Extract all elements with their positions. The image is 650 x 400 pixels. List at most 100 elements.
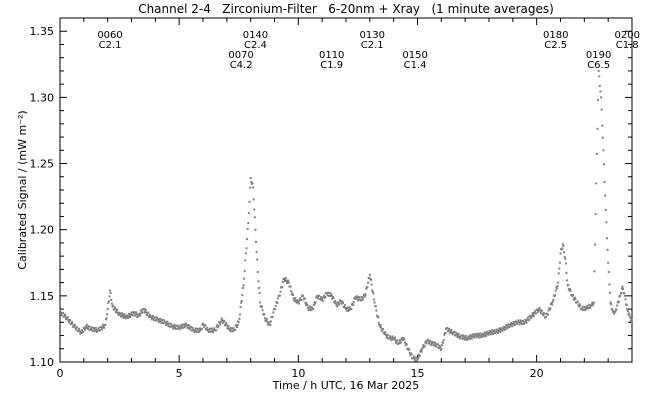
data-point — [545, 316, 548, 319]
data-point — [564, 257, 567, 260]
data-point-interp — [151, 316, 154, 319]
data-point-interp — [603, 180, 606, 183]
data-point-interp — [564, 262, 567, 265]
data-point-interp — [470, 335, 473, 338]
data-point-interp — [400, 338, 403, 341]
data-point-interp — [103, 326, 106, 329]
data-point-interp — [218, 321, 221, 324]
x-axis-label: Time / h UTC, 16 Mar 2025 — [272, 379, 420, 392]
data-point-interp — [293, 299, 296, 302]
data-point-interp — [356, 296, 359, 299]
data-point-interp — [536, 310, 539, 313]
data-point-interp — [347, 308, 350, 311]
data-point-interp — [305, 303, 308, 306]
data-point-interp — [373, 298, 375, 301]
data-point-interp — [290, 290, 293, 293]
data-point-interp — [626, 309, 629, 312]
data-point-interp — [307, 308, 310, 311]
data-point-interp — [212, 331, 215, 334]
data-point-interp — [229, 329, 232, 332]
data-point-interp — [584, 308, 587, 311]
annotation-flare-id: 0110 — [319, 50, 344, 61]
data-point-interp — [204, 324, 207, 327]
data-point-interp — [84, 328, 87, 331]
data-point-interp — [291, 292, 294, 295]
data-point-interp — [176, 327, 179, 330]
data-point-interp — [413, 358, 416, 361]
flare-annotations: 0060C2.10140C2.40130C2.10180C2.50200C1.8… — [97, 30, 640, 71]
data-point-interp — [245, 247, 248, 250]
data-point — [509, 323, 512, 326]
data-point-interp — [239, 305, 242, 308]
data-point-interp — [433, 344, 436, 347]
data-point — [459, 335, 462, 338]
data-point-interp — [110, 299, 113, 302]
data-point-interp — [196, 330, 199, 333]
data-point-interp — [323, 296, 326, 299]
data-point-interp — [107, 301, 110, 304]
data-point-interp — [298, 299, 301, 302]
data-point-interp — [191, 326, 194, 329]
data-point-interp — [268, 321, 271, 324]
data-point-interp — [294, 297, 297, 300]
data-point-interp — [576, 300, 579, 303]
data-point — [421, 347, 424, 350]
data-point-interp — [557, 272, 560, 275]
data-point — [330, 294, 333, 297]
data-point-interp — [460, 334, 463, 337]
data-point — [523, 321, 526, 324]
data-point-interp — [151, 314, 154, 317]
data-point-interp — [152, 317, 155, 320]
data-point — [604, 208, 607, 211]
data-point-interp — [415, 359, 418, 362]
data-point-interp — [129, 316, 132, 319]
data-point-interp — [541, 313, 544, 316]
data-point-interp — [269, 323, 272, 326]
data-point-interp — [241, 294, 244, 297]
data-point-interp — [538, 306, 541, 309]
data-point-interp — [417, 353, 420, 356]
data-point-interp — [114, 308, 117, 311]
data-point-interp — [113, 306, 116, 309]
data-point-interp — [123, 316, 126, 319]
data-point-interp — [278, 294, 281, 297]
data-point-interp — [190, 326, 193, 329]
annotation-flare-class: C2.5 — [544, 40, 567, 51]
data-point-interp — [496, 329, 499, 332]
data-point-interp — [566, 279, 569, 282]
data-point-interp — [263, 313, 266, 316]
data-point — [89, 327, 92, 330]
data-point-interp — [605, 221, 608, 224]
data-point-interp — [508, 325, 511, 328]
data-point-interp — [249, 186, 252, 189]
data-point-interp — [100, 326, 103, 329]
data-point — [66, 317, 69, 320]
data-point-interp — [611, 308, 614, 311]
data-point-interp — [253, 208, 256, 211]
data-point-interp — [78, 327, 81, 330]
data-point-interp — [95, 328, 98, 331]
data-point-interp — [243, 277, 246, 280]
data-point-interp — [184, 322, 187, 325]
data-point-interp — [492, 330, 495, 333]
data-point-interp — [284, 277, 287, 280]
data-point-interp — [66, 316, 69, 319]
data-point-interp — [157, 318, 160, 321]
data-point-interp — [269, 320, 272, 323]
data-point-interp — [318, 294, 321, 297]
data-point-interp — [63, 315, 66, 318]
data-point-interp — [482, 335, 485, 338]
data-point-interp — [134, 313, 137, 316]
data-point-interp — [293, 298, 296, 301]
data-point-interp — [274, 308, 277, 311]
data-point-interp — [579, 304, 582, 307]
data-point-interp — [219, 320, 222, 323]
data-point-interp — [287, 279, 290, 282]
data-point-interp — [198, 329, 201, 332]
data-point-interp — [578, 303, 581, 306]
data-point-interp — [69, 319, 72, 322]
data-point-interp — [423, 345, 426, 348]
data-point-interp — [498, 327, 501, 330]
data-point-interp — [90, 326, 93, 329]
